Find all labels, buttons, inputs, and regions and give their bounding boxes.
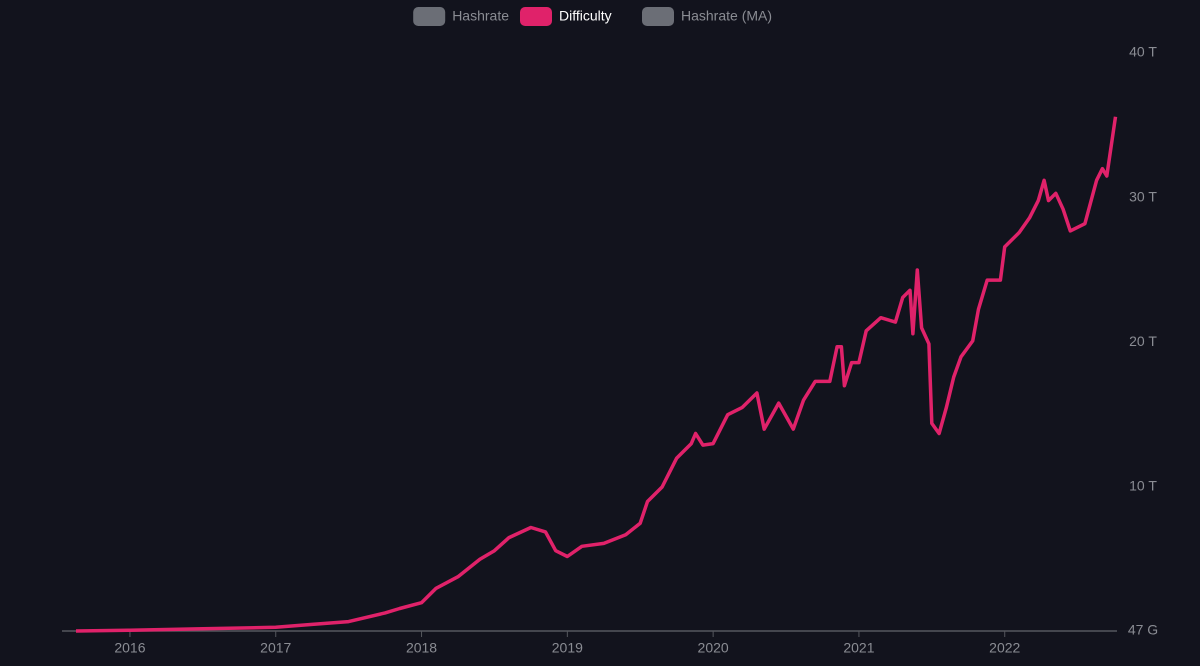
x-tick-label: 2022 xyxy=(989,640,1020,656)
legend-label[interactable]: Hashrate xyxy=(452,8,509,24)
y-tick-label: 47 G xyxy=(1128,622,1158,638)
x-tick-label: 2016 xyxy=(114,640,145,656)
y-tick-label: 10 T xyxy=(1129,478,1157,494)
x-tick-label: 2018 xyxy=(406,640,437,656)
y-tick-label: 40 T xyxy=(1129,44,1157,60)
legend-label[interactable]: Difficulty xyxy=(559,8,612,24)
x-tick-label: 2020 xyxy=(698,640,729,656)
y-tick-label: 30 T xyxy=(1129,188,1157,204)
x-tick-label: 2017 xyxy=(260,640,291,656)
legend-label[interactable]: Hashrate (MA) xyxy=(681,8,772,24)
x-tick-label: 2021 xyxy=(843,640,874,656)
legend-swatch[interactable] xyxy=(642,7,674,26)
x-tick-label: 2019 xyxy=(552,640,583,656)
y-tick-label: 20 T xyxy=(1129,333,1157,349)
difficulty-line xyxy=(75,116,1118,633)
legend-swatch[interactable] xyxy=(413,7,446,26)
legend-swatch[interactable] xyxy=(520,7,552,26)
